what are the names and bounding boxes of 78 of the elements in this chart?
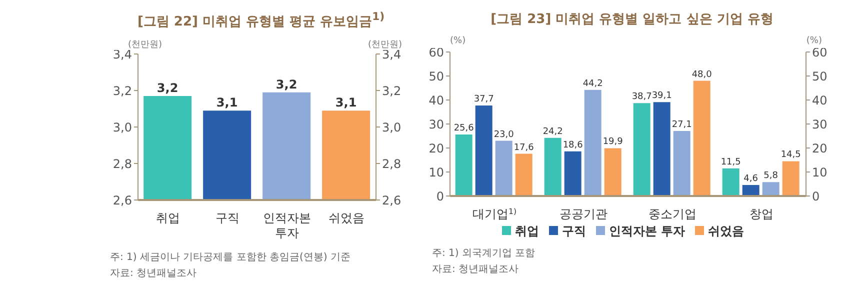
x-tick-label: 쉬었음	[328, 211, 364, 226]
bar	[653, 102, 670, 196]
y2-tick-label: 10	[812, 165, 828, 180]
y2-tick-label: 2,8	[382, 157, 402, 172]
y2-axis-title: (천만원)	[368, 39, 402, 50]
y-tick-label: 50	[428, 69, 444, 84]
bar	[782, 161, 800, 196]
y-tick-label: 30	[428, 117, 444, 132]
data-label: 27,1	[672, 120, 692, 130]
data-label: 24,2	[542, 126, 563, 137]
data-label: 23,0	[494, 130, 514, 140]
data-label: 38,7	[632, 92, 652, 102]
bar	[762, 182, 780, 196]
data-label: 37,7	[474, 94, 494, 105]
data-label: 19,9	[602, 137, 624, 148]
y-tick-label: 20	[428, 141, 444, 156]
bar	[633, 103, 650, 196]
y-tick-label: 3,0	[112, 120, 132, 135]
bar	[515, 154, 532, 196]
data-label: 5,8	[764, 171, 778, 182]
bar	[495, 140, 512, 196]
data-label: 44,2	[582, 78, 603, 89]
bar	[455, 134, 472, 196]
data-label: 3,1	[335, 96, 357, 110]
y-tick-label: 0	[436, 189, 444, 204]
data-label: 25,6	[454, 124, 474, 134]
chart-title: [그림 23] 미취업 유형별 일하고 싶은 기업 유형	[490, 11, 774, 28]
bar	[604, 148, 622, 196]
x-tick-label: 인적자본 투자	[262, 211, 311, 240]
y-tick-label: 2,6	[112, 194, 132, 208]
y-axis-title: (천만원)	[128, 39, 162, 50]
y2-tick-label: 3,0	[382, 120, 402, 135]
y-axis-title: (%)	[450, 36, 466, 46]
y2-tick-label: 0	[812, 189, 820, 204]
y-tick-label: 2,8	[112, 157, 132, 172]
y-tick-label: 10	[428, 165, 444, 180]
data-label: 14,5	[780, 150, 801, 160]
data-label: 3,2	[276, 78, 298, 92]
data-label: 11,5	[720, 157, 741, 168]
y-tick-label: 3,2	[112, 84, 132, 98]
x-tick-label: 구직	[215, 211, 240, 226]
bar	[544, 138, 562, 196]
bar	[584, 90, 602, 196]
data-label: 48,0	[692, 70, 712, 80]
data-label: 17,6	[514, 142, 534, 153]
text: 주: 1) 외국계기업 포함	[432, 247, 536, 261]
data-label: 3,1	[216, 96, 238, 110]
legend-label: 인적자본 투자	[608, 224, 686, 238]
y2-tick-label: 3,2	[382, 84, 402, 98]
y2-axis-title: (%)	[806, 36, 822, 46]
chart-title: [그림 22] 미취업 유형별 평균 유보임금$^{1)}$	[136, 10, 386, 30]
data-label: 18,6	[562, 140, 584, 150]
bar	[475, 106, 492, 196]
y2-tick-label: 30	[812, 117, 828, 132]
y2-tick-label: 40	[812, 93, 828, 108]
x-tick-label: 창업	[750, 207, 774, 221]
x-tick-label: 취업	[156, 211, 180, 226]
bar	[564, 151, 582, 196]
bar	[693, 80, 710, 196]
bar	[742, 184, 760, 196]
legend-label: 쉬었음	[708, 224, 744, 238]
x-tick-label: 공공기관	[560, 207, 608, 221]
x-tick-label: 대기업$^{1)}$	[472, 206, 517, 221]
y2-tick-label: 50	[812, 69, 828, 84]
legend-label: 취업	[514, 224, 539, 238]
data-label: 3,2	[156, 81, 178, 96]
bar	[673, 130, 690, 196]
y2-tick-label: 20	[812, 141, 828, 156]
legend-label: 구직	[562, 224, 586, 238]
data-label: 4,6	[744, 174, 758, 184]
x-tick-label: 중소기업	[648, 207, 696, 221]
text: 자료: 청년패널조사	[110, 267, 198, 282]
y-tick-label: 40	[428, 93, 444, 108]
text: 주: 1) 세금이나 기타공제를 포함한 총임금(연봉) 기준	[110, 251, 352, 266]
y2-tick-label: 2,6	[382, 194, 402, 208]
data-label: 39,1	[652, 91, 672, 102]
text: 자료: 청년패널조사	[432, 263, 520, 277]
bar	[722, 168, 740, 196]
